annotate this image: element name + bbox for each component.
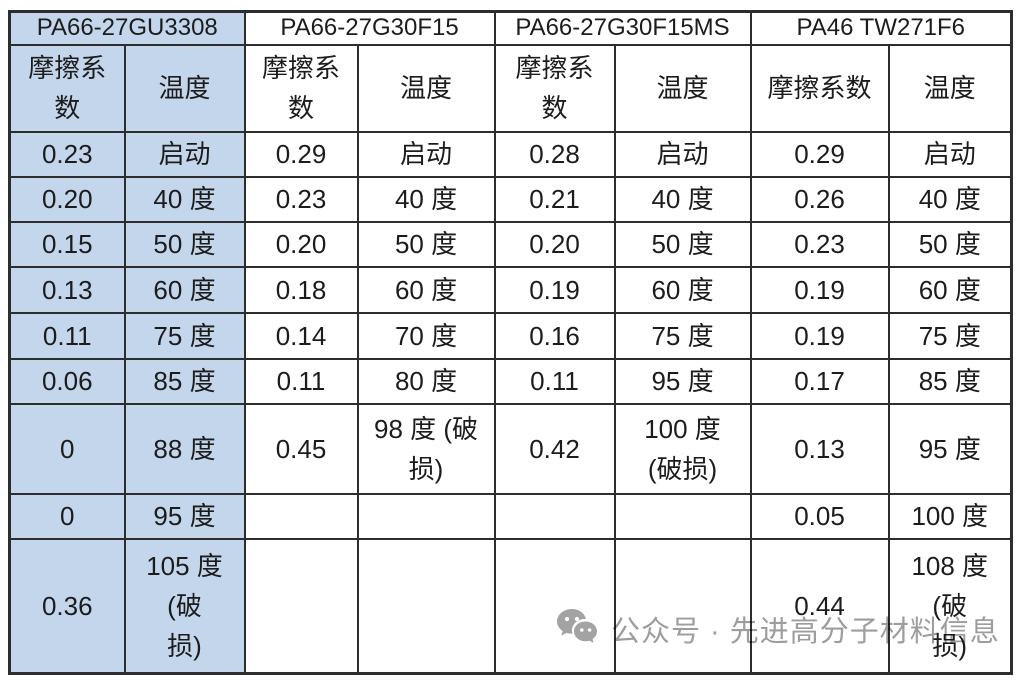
table-cell: 95 度 xyxy=(123,492,246,540)
table-cell: 75 度 xyxy=(613,311,752,360)
material-group-header: PA66-27G30F15 xyxy=(243,10,496,46)
table-cell: 50 度 xyxy=(123,220,246,268)
table-cell: 0.20 xyxy=(243,220,359,268)
table-cell: 60 度 xyxy=(887,265,1013,314)
table-cell: 0.20 xyxy=(8,175,126,223)
table-cell: 0.45 xyxy=(243,402,359,495)
table-row: 0.20 40 度 0.23 40 度 0.21 40 度 0.26 40 度 xyxy=(8,175,1013,223)
table-cell: 0.18 xyxy=(243,265,359,314)
table-row: 0.06 85 度 0.11 80 度 0.11 95 度 0.17 85 度 xyxy=(8,357,1013,405)
table-cell: 0.11 xyxy=(243,357,359,405)
table-cell: 0 xyxy=(8,492,126,540)
table-cell xyxy=(243,492,359,540)
table-cell: 100 度 (破损) xyxy=(613,402,752,495)
table-row: 0.36 105 度 (破 损) 0.44 108 度 (破 损) xyxy=(8,537,1013,675)
table-row: 0.11 75 度 0.14 70 度 0.16 75 度 0.19 75 度 xyxy=(8,311,1013,360)
table-cell: 0.06 xyxy=(8,357,126,405)
table-cell: 0.16 xyxy=(493,311,616,360)
material-group-row: PA66-27GU3308 PA66-27G30F15 PA66-27G30F1… xyxy=(8,10,1013,46)
table-cell: 0.19 xyxy=(749,311,890,360)
table-cell: 100 度 xyxy=(887,492,1013,540)
column-header-temperature: 温度 xyxy=(887,43,1013,133)
table-cell: 启动 xyxy=(887,130,1013,178)
table-cell: 0.23 xyxy=(243,175,359,223)
table-cell: 0.19 xyxy=(749,265,890,314)
table-cell: 60 度 xyxy=(613,265,752,314)
table-cell: 0.13 xyxy=(749,402,890,495)
table-cell: 0.23 xyxy=(8,130,126,178)
table-cell: 0.29 xyxy=(243,130,359,178)
material-group-header: PA46 TW271F6 xyxy=(749,10,1013,46)
table-cell: 0.42 xyxy=(493,402,616,495)
column-header-friction: 摩擦系 数 xyxy=(243,43,359,133)
table-cell: 0.13 xyxy=(8,265,126,314)
table-cell xyxy=(613,537,752,675)
table-cell: 0.44 xyxy=(749,537,890,675)
table-cell: 85 度 xyxy=(123,357,246,405)
table-row: 0 95 度 0.05 100 度 xyxy=(8,492,1013,540)
table-cell: 70 度 xyxy=(356,311,496,360)
table-cell: 108 度 (破 损) xyxy=(887,537,1013,675)
table-cell xyxy=(243,537,359,675)
table-row: 0 88 度 0.45 98 度 (破 损) 0.42 100 度 (破损) 0… xyxy=(8,402,1013,495)
table-cell: 40 度 xyxy=(123,175,246,223)
table-cell: 40 度 xyxy=(613,175,752,223)
column-header-temperature: 温度 xyxy=(613,43,752,133)
table-cell: 启动 xyxy=(613,130,752,178)
table-cell: 0.11 xyxy=(8,311,126,360)
column-header-row: 摩擦系 数 温度 摩擦系 数 温度 摩擦系 数 温度 摩擦系数 温度 xyxy=(8,43,1013,133)
table-cell: 40 度 xyxy=(887,175,1013,223)
table-cell xyxy=(493,537,616,675)
table-cell: 0.11 xyxy=(493,357,616,405)
table-row: 0.13 60 度 0.18 60 度 0.19 60 度 0.19 60 度 xyxy=(8,265,1013,314)
table-cell: 启动 xyxy=(356,130,496,178)
table-cell: 75 度 xyxy=(123,311,246,360)
table-cell: 0.19 xyxy=(493,265,616,314)
table-cell: 75 度 xyxy=(887,311,1013,360)
column-header-temperature: 温度 xyxy=(123,43,246,133)
table-cell: 0.17 xyxy=(749,357,890,405)
material-group-header: PA66-27G30F15MS xyxy=(493,10,752,46)
table-cell: 0 xyxy=(8,402,126,495)
friction-comparison-table: PA66-27GU3308 PA66-27G30F15 PA66-27G30F1… xyxy=(8,10,1014,675)
column-header-friction: 摩擦系数 xyxy=(749,43,890,133)
table-cell: 98 度 (破 损) xyxy=(356,402,496,495)
table-cell xyxy=(356,492,496,540)
table-cell xyxy=(613,492,752,540)
table-cell: 0.26 xyxy=(749,175,890,223)
table-cell: 60 度 xyxy=(123,265,246,314)
column-header-friction: 摩擦系 数 xyxy=(493,43,616,133)
table-cell: 95 度 xyxy=(887,402,1013,495)
table-cell: 0.05 xyxy=(749,492,890,540)
table-cell: 85 度 xyxy=(887,357,1013,405)
table-cell: 0.36 xyxy=(8,537,126,675)
table-cell: 95 度 xyxy=(613,357,752,405)
table-cell xyxy=(356,537,496,675)
table-cell xyxy=(493,492,616,540)
table-cell: 50 度 xyxy=(356,220,496,268)
table-cell: 0.14 xyxy=(243,311,359,360)
table-cell: 0.23 xyxy=(749,220,890,268)
column-header-temperature: 温度 xyxy=(356,43,496,133)
table-cell: 105 度 (破 损) xyxy=(123,537,246,675)
material-group-header: PA66-27GU3308 xyxy=(8,10,246,46)
table-cell: 0.15 xyxy=(8,220,126,268)
table-cell: 50 度 xyxy=(887,220,1013,268)
table-cell: 40 度 xyxy=(356,175,496,223)
column-header-friction: 摩擦系 数 xyxy=(8,43,126,133)
table-cell: 0.29 xyxy=(749,130,890,178)
table-cell: 启动 xyxy=(123,130,246,178)
table-cell: 50 度 xyxy=(613,220,752,268)
table-cell: 0.21 xyxy=(493,175,616,223)
table-row: 0.15 50 度 0.20 50 度 0.20 50 度 0.23 50 度 xyxy=(8,220,1013,268)
table-cell: 80 度 xyxy=(356,357,496,405)
table-cell: 0.28 xyxy=(493,130,616,178)
table-cell: 88 度 xyxy=(123,402,246,495)
table-row: 0.23 启动 0.29 启动 0.28 启动 0.29 启动 xyxy=(8,130,1013,178)
table-cell: 60 度 xyxy=(356,265,496,314)
table-cell: 0.20 xyxy=(493,220,616,268)
